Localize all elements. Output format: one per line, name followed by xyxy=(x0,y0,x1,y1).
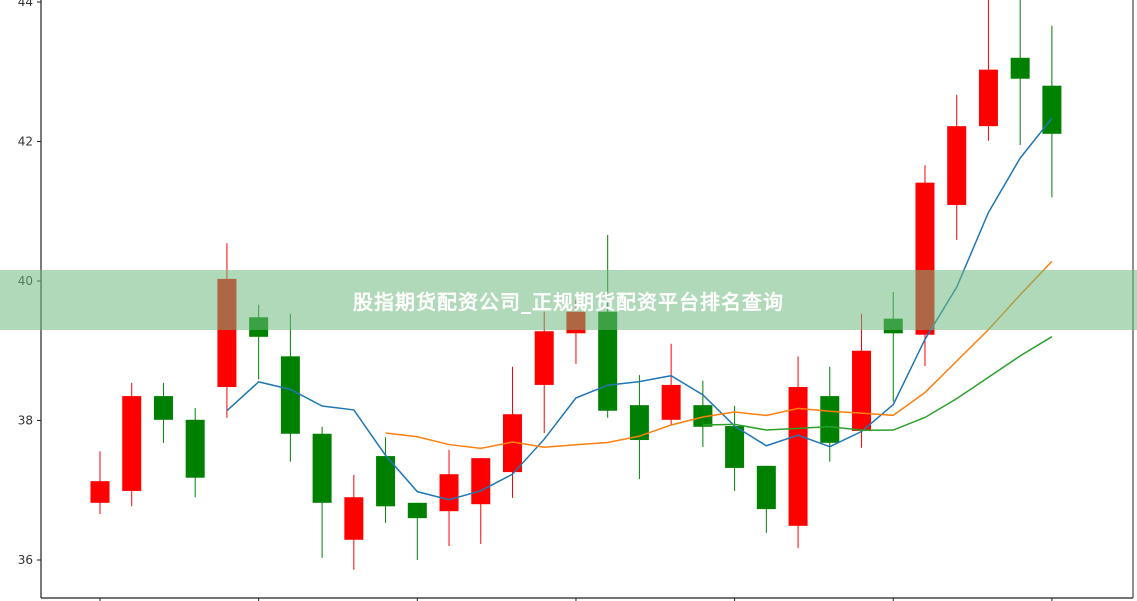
candle-up xyxy=(502,414,522,473)
candle-up xyxy=(471,458,491,505)
overlay-banner: 股指期货配资公司_正规期货配资平台排名查询 xyxy=(0,270,1137,330)
candle-down xyxy=(629,405,649,441)
candle-up xyxy=(978,69,998,127)
candle-down xyxy=(153,396,173,420)
candle-down xyxy=(312,433,332,503)
candle-down xyxy=(725,426,745,468)
candle-up xyxy=(439,474,459,512)
candle-up xyxy=(852,350,872,431)
candle-up xyxy=(122,396,142,491)
y-tick-label: 44 xyxy=(18,0,33,9)
ma10-line xyxy=(385,260,1053,450)
candle-down xyxy=(185,419,205,478)
banner-text: 股指期货配资公司_正规期货配资平台排名查询 xyxy=(353,289,784,314)
y-tick-label: 36 xyxy=(18,553,33,567)
candle-down xyxy=(693,405,713,427)
candle-up xyxy=(947,126,967,205)
candle-down xyxy=(280,356,300,434)
y-tick-label: 42 xyxy=(18,135,33,149)
candle-down xyxy=(376,456,396,507)
candle-up xyxy=(534,331,554,385)
candle-down xyxy=(1010,57,1030,79)
candle-down xyxy=(598,311,618,411)
candle-up xyxy=(788,387,808,526)
candle-down xyxy=(1042,85,1062,134)
candle-up xyxy=(90,481,110,503)
candle-down xyxy=(820,396,840,443)
candle-down xyxy=(407,502,427,519)
ma20-line xyxy=(702,336,1053,431)
candle-up xyxy=(661,384,681,420)
ma5-line xyxy=(226,117,1053,501)
candle-up xyxy=(344,497,364,540)
y-tick-label: 38 xyxy=(18,414,33,428)
candle-down xyxy=(756,465,776,510)
